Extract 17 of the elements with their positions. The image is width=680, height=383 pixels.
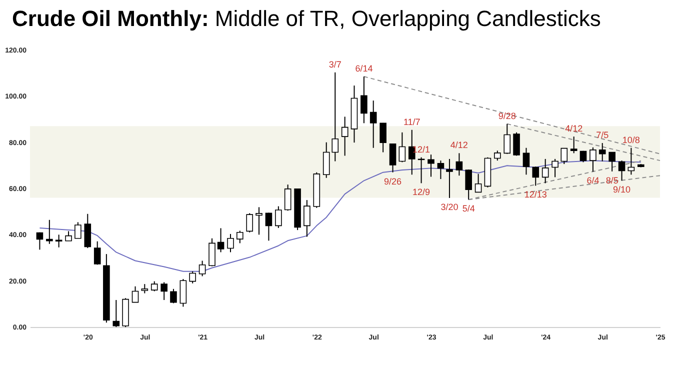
annotation: 12/9 [412,187,430,198]
annotation: 3/7 [328,59,342,70]
chart-title: Crude Oil Monthly: Middle of TR, Overlapping Candlesticks [11,5,602,33]
annotation: 11/7 [403,116,420,127]
annotation: 3/20 [440,202,458,212]
annotation: 8/5 [606,175,618,186]
annotation: 5/4 [462,204,475,214]
annotation: 6/14 [355,64,373,74]
annotation: 6/4 [586,176,600,186]
annotation: 9/26 [384,176,402,186]
annotation: 12/13 [524,190,547,200]
annotation: 4/12 [450,140,468,150]
annotation: 7/5 [596,130,609,140]
annotation: 4/12 [565,124,583,134]
annotation: 10/8 [622,134,640,145]
annotation: 9/28 [498,110,516,121]
annotation: 9/10 [613,184,631,195]
